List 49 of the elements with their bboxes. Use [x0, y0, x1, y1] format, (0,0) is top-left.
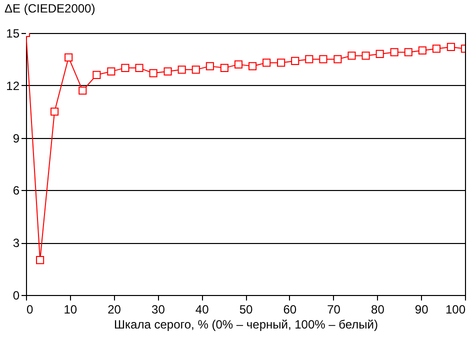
- point: [36, 256, 44, 264]
- point: [248, 62, 257, 70]
- point: [92, 70, 101, 79]
- point: [418, 46, 426, 54]
- point: [376, 50, 384, 58]
- point: [234, 60, 243, 68]
- point: [178, 66, 186, 74]
- x-tick-label: 20: [108, 302, 122, 316]
- point: [262, 58, 271, 67]
- y-tick-label: 3: [12, 236, 20, 250]
- x-tick-label: 90: [414, 302, 429, 316]
- y-tick-label: 12: [6, 78, 20, 93]
- point: [135, 64, 144, 72]
- x-tick-label: 80: [371, 302, 385, 316]
- x-tick-label: 40: [195, 302, 210, 316]
- point: [432, 44, 440, 53]
- point: [404, 48, 412, 56]
- x-tick-label: 70: [327, 302, 341, 316]
- point: [192, 66, 200, 74]
- x-tick-label: 100: [445, 302, 466, 316]
- point: [446, 42, 455, 52]
- x-axis-title: Шкала серого, % (0% – черный, 100% – белый): [114, 318, 378, 332]
- point: [78, 86, 87, 95]
- point: [164, 67, 172, 76]
- y-tick-label: 0: [12, 288, 20, 302]
- y-tick-label: 9: [12, 131, 20, 146]
- x-tick-label: 30: [152, 302, 166, 316]
- point: [107, 67, 116, 76]
- y-tick-label: 15: [6, 26, 20, 40]
- x-tick-label: 10: [64, 302, 78, 316]
- x-tick-label: 60: [283, 302, 297, 316]
- point: [121, 64, 130, 72]
- point: [277, 58, 286, 67]
- point: [390, 48, 398, 56]
- point: [64, 53, 73, 62]
- point: [291, 56, 300, 65]
- point: [50, 108, 59, 116]
- point: [149, 69, 158, 78]
- point: [362, 52, 370, 60]
- point: [334, 55, 342, 64]
- x-tick-label: 50: [239, 302, 253, 316]
- y-tick-label: 6: [12, 184, 20, 198]
- y-axis-title: ΔE (CIEDE2000): [4, 2, 96, 16]
- point: [348, 52, 356, 60]
- point: [220, 64, 228, 72]
- point: [319, 55, 328, 64]
- point: [305, 55, 314, 64]
- point: [206, 62, 214, 70]
- x-tick-label: 0: [26, 302, 34, 316]
